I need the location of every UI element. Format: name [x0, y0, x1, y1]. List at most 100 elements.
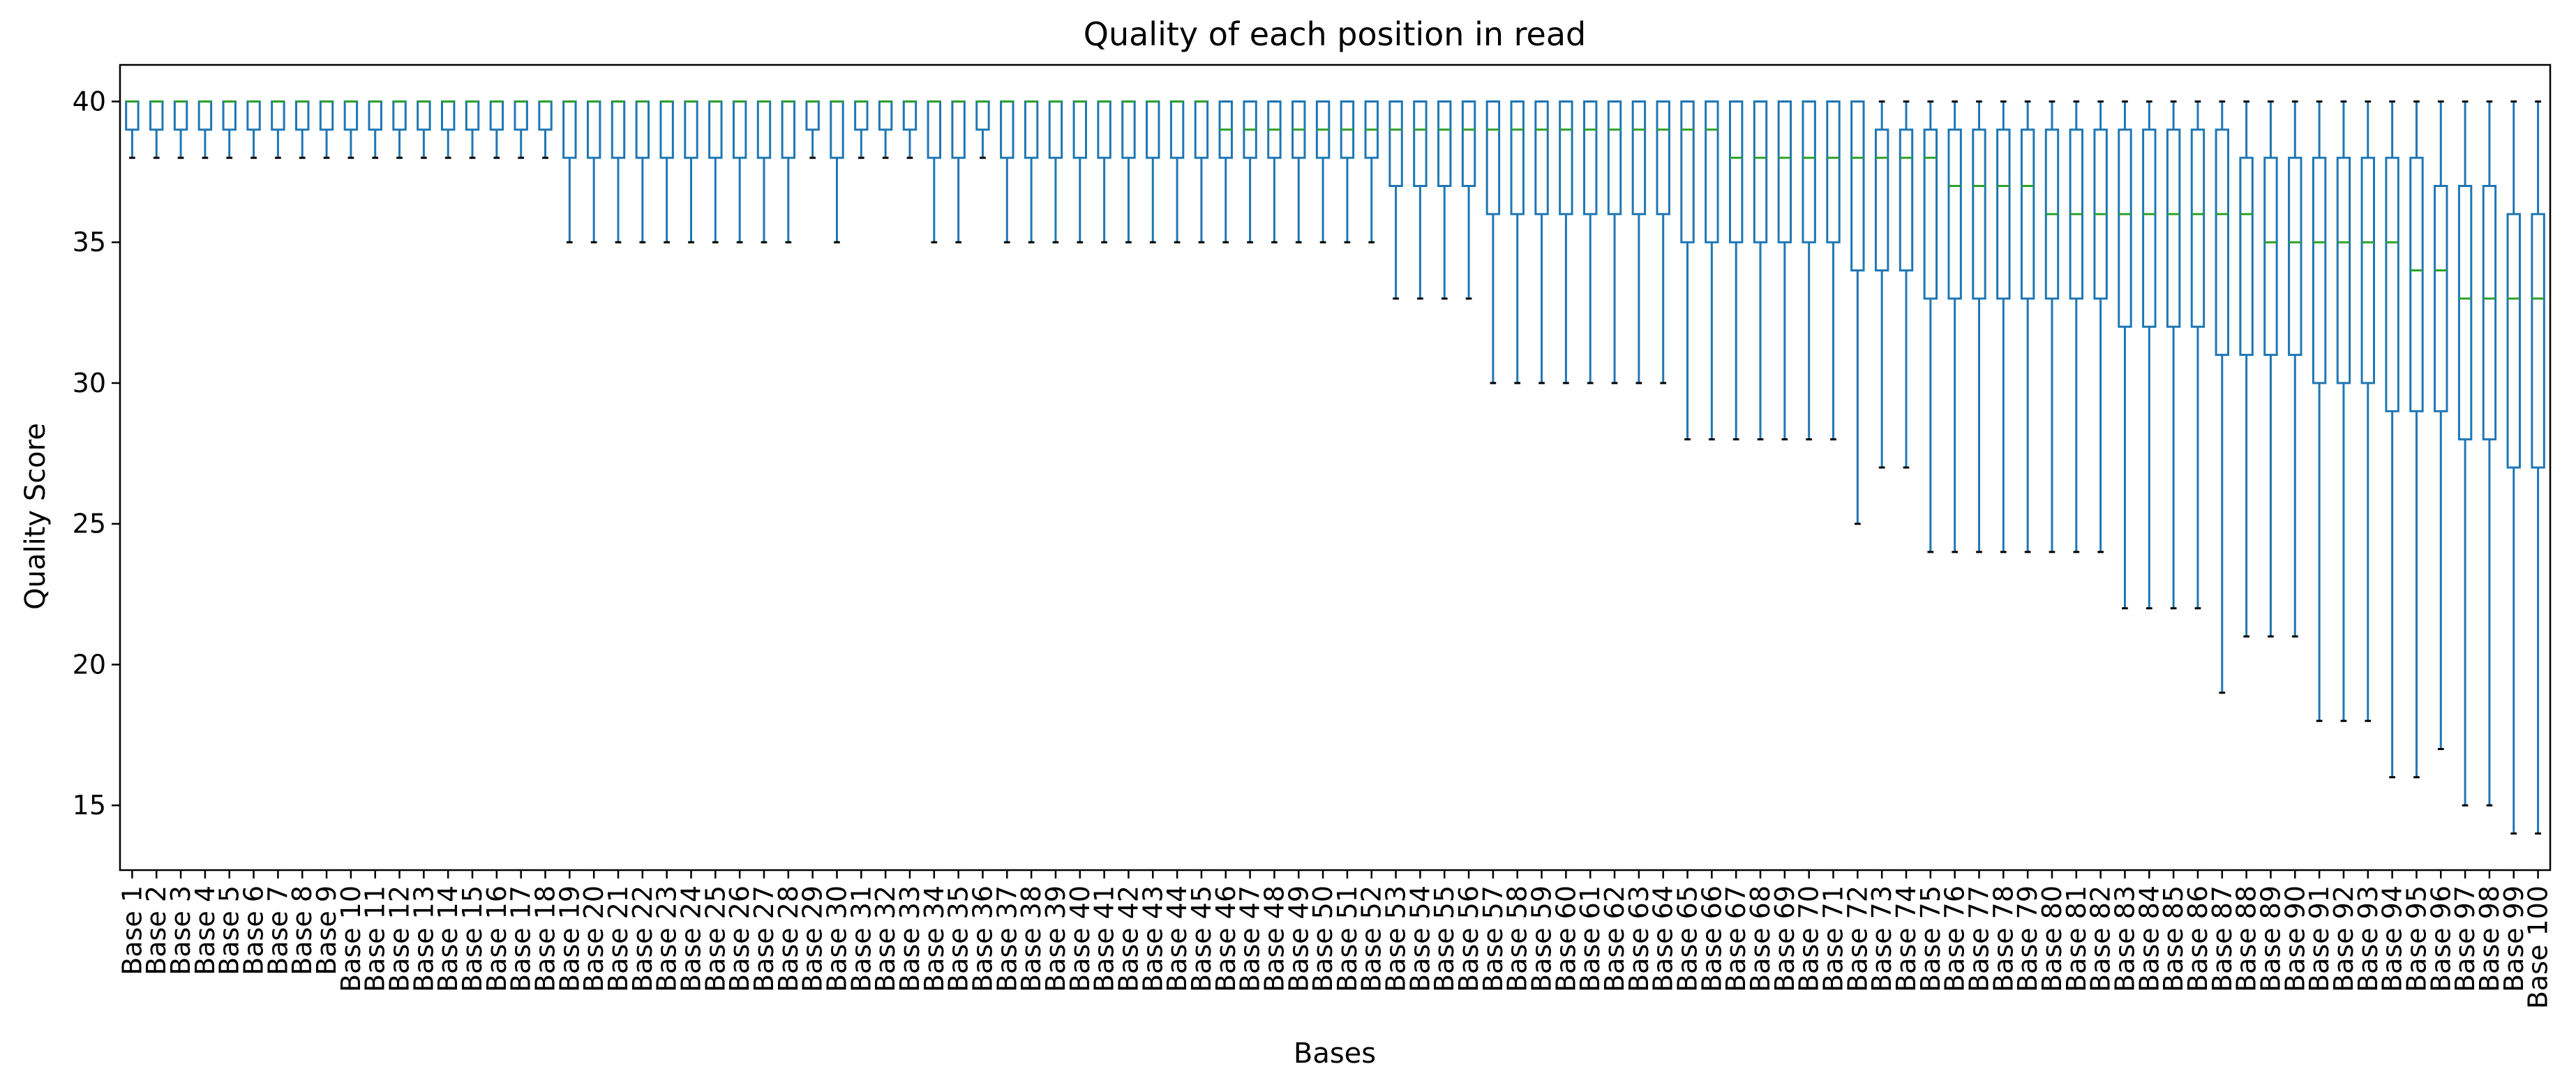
box-group [732, 100, 747, 244]
box-group [1559, 100, 1573, 384]
box-iqr [1996, 128, 2011, 300]
box-group [271, 100, 285, 159]
x-tick-label: Base 19 [554, 885, 585, 992]
x-tick-label: Base 63 [1624, 885, 1654, 992]
box-group [2506, 100, 2521, 835]
x-tick-label: Base 28 [773, 885, 804, 992]
box-iqr [2263, 156, 2278, 357]
x-tick-label: Base 31 [846, 885, 876, 992]
box-group [1607, 100, 1622, 384]
box-group [2142, 100, 2157, 610]
x-tick-label: Base 15 [457, 885, 488, 992]
box-group [1850, 100, 1865, 525]
box-group [781, 100, 796, 244]
box-group [1777, 100, 1792, 441]
box-group [2409, 100, 2424, 779]
box-group [173, 100, 188, 159]
x-tick-label: Base 82 [2085, 885, 2116, 992]
box-iqr [2142, 128, 2157, 328]
x-tick-label: Base 33 [894, 885, 925, 992]
x-tick-label: Base 24 [676, 885, 707, 992]
box-group [902, 100, 918, 159]
box-group [1413, 100, 1428, 300]
x-tick-label: Base 50 [1308, 885, 1338, 992]
x-tick-label: Base 21 [603, 885, 634, 992]
box-group [611, 100, 626, 244]
box-group [1802, 100, 1816, 441]
x-tick-label: Base 16 [481, 885, 512, 992]
box-group [1267, 100, 1282, 244]
x-tick-label: Base 29 [797, 885, 828, 992]
box-group [1461, 100, 1476, 300]
x-tick-label: Base 71 [1818, 885, 1849, 992]
box-group [2336, 100, 2351, 722]
box-iqr [1899, 128, 1914, 272]
x-tick-label: Base 13 [408, 885, 439, 992]
x-tick-label: Base 95 [2401, 885, 2432, 992]
x-tick-label: Base 23 [652, 885, 682, 992]
box-iqr [2409, 156, 2424, 412]
x-tick-label: Base 94 [2377, 885, 2408, 992]
x-tick-label: Base 6 [239, 885, 269, 975]
y-tick-label: 35 [73, 227, 106, 257]
x-tick-label: Base 52 [1356, 885, 1387, 992]
box-group [1631, 100, 1647, 384]
x-tick-label: Base 11 [360, 885, 391, 992]
y-axis-label: Quality Score [20, 423, 52, 610]
box-iqr [1413, 100, 1428, 188]
x-tick-label: Base 73 [1866, 885, 1897, 992]
x-tick-label: Base 8 [287, 885, 317, 975]
box-group [1194, 100, 1209, 244]
box-iqr [2288, 156, 2302, 357]
box-group [1072, 100, 1087, 244]
box-group [1315, 100, 1331, 244]
box-group [1728, 100, 1744, 441]
y-tick-label: 15 [73, 790, 106, 821]
box-group [1826, 100, 1841, 441]
x-tick-label: Base 36 [967, 885, 998, 992]
box-group [125, 100, 140, 159]
x-tick-label: Base 45 [1186, 885, 1217, 992]
box-group [2482, 100, 2497, 807]
x-tick-label: Base 7 [262, 885, 293, 975]
x-tick-label: Base 32 [870, 885, 901, 992]
x-tick-label: Base 54 [1405, 885, 1435, 992]
box-group [586, 100, 601, 244]
box-group [1291, 100, 1306, 244]
x-tick-label: Base 10 [336, 885, 366, 992]
x-tick-label: Base 67 [1721, 885, 1751, 992]
box-group [2093, 100, 2108, 553]
box-group [1947, 100, 1962, 553]
x-tick-label: Base 25 [700, 885, 731, 992]
box-iqr [1631, 100, 1647, 216]
box-group [1705, 100, 1719, 441]
box-group [1024, 100, 1039, 244]
x-tick-label: Base 38 [1016, 885, 1047, 992]
x-tick-label: Base 9 [311, 885, 342, 975]
box-iqr [1583, 100, 1598, 216]
box-group [538, 100, 553, 159]
box-group [1656, 100, 1670, 384]
box-iqr [1947, 128, 1962, 300]
x-axis-label: Bases [1294, 1038, 1376, 1070]
x-tick-label: Base 99 [2499, 885, 2529, 992]
box-group [2263, 100, 2278, 638]
box-iqr [1680, 100, 1695, 244]
box-group [149, 100, 164, 159]
x-tick-label: Base 68 [1745, 885, 1776, 992]
box-iqr [1802, 100, 1816, 244]
box-group [343, 100, 359, 159]
x-tick-label: Base 4 [190, 885, 220, 975]
box-iqr [2506, 213, 2521, 469]
box-iqr [2312, 156, 2327, 384]
box-iqr [2457, 185, 2473, 441]
box-group [2288, 100, 2302, 638]
box-group [295, 100, 310, 159]
box-iqr [2360, 156, 2375, 384]
x-tick-label: Base 78 [1988, 885, 2019, 992]
box-iqr [1388, 100, 1403, 188]
box-group [246, 100, 261, 159]
box-iqr [1728, 100, 1744, 244]
